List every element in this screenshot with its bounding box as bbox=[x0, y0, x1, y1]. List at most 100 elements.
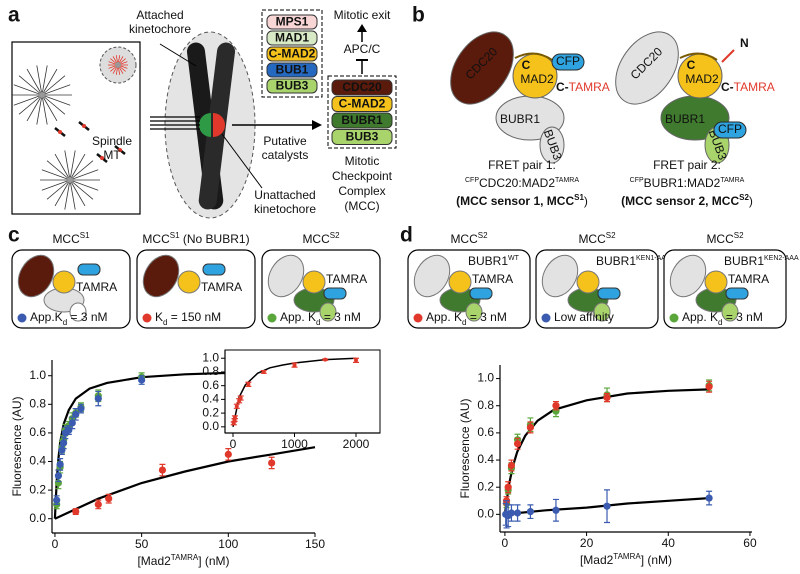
spindle bbox=[26, 94, 43, 122]
cdc20 bbox=[615, 31, 679, 105]
catalyst-pill bbox=[266, 78, 318, 94]
x-tick-label: 150 bbox=[305, 537, 325, 551]
mcc-pill bbox=[331, 129, 393, 145]
spindle bbox=[26, 68, 43, 96]
legend-dot bbox=[413, 313, 423, 323]
text-part: TAMRA bbox=[555, 177, 579, 184]
bubr1-label: BUBR1 bbox=[500, 112, 540, 126]
data-point bbox=[513, 509, 522, 517]
cfp bbox=[469, 287, 493, 300]
bub3 bbox=[721, 302, 739, 322]
data-point bbox=[234, 404, 239, 409]
spindle bbox=[18, 94, 43, 115]
x-tick-label: 20 bbox=[580, 536, 594, 550]
y-tick-label: 0.2 bbox=[477, 479, 494, 493]
cfp bbox=[725, 287, 749, 300]
text-part: d bbox=[163, 318, 167, 327]
y-tick-label: 1.0 bbox=[29, 368, 46, 382]
data-point bbox=[224, 450, 232, 458]
legend-dot bbox=[142, 313, 152, 323]
kinetochore-unattached bbox=[213, 113, 225, 137]
text-part: MCC bbox=[302, 232, 330, 246]
y-tick-label: 0.6 bbox=[477, 425, 494, 439]
c-tamra-label: C-TAMRA bbox=[556, 80, 610, 94]
y-tick-label: 0.8 bbox=[477, 398, 494, 412]
text-part: CFP bbox=[630, 177, 644, 184]
box-title: MCCS2 bbox=[706, 231, 744, 247]
text-part: S1 bbox=[80, 231, 90, 240]
text-part: = 3 nM bbox=[722, 310, 762, 324]
text-part: C- bbox=[721, 80, 734, 94]
cfp bbox=[713, 121, 747, 139]
data-point bbox=[526, 423, 535, 432]
text-part: BUBR1 bbox=[596, 254, 636, 268]
catalyst-box bbox=[261, 9, 323, 98]
data-point bbox=[323, 357, 328, 362]
cdc20 bbox=[267, 254, 305, 298]
cdc20 bbox=[669, 254, 707, 298]
data-point bbox=[268, 459, 276, 467]
y-tick-label: 0.4 bbox=[29, 454, 46, 468]
kinetochore-attached bbox=[199, 113, 211, 137]
box-caption: Low affinity bbox=[554, 310, 614, 324]
cfp-label: CFP bbox=[718, 122, 742, 136]
box-caption: App. Kd = 3 nM bbox=[426, 310, 507, 326]
cfp bbox=[202, 263, 226, 276]
mcc-label: Mitotic bbox=[345, 154, 380, 168]
spindle bbox=[64, 179, 71, 210]
mini-kinetochore bbox=[100, 156, 104, 160]
text-part: TAMRA bbox=[613, 552, 641, 561]
legend-dot bbox=[267, 313, 277, 323]
mini-kinetochore bbox=[58, 130, 62, 134]
spindle bbox=[69, 179, 86, 207]
cfp-label: CFP bbox=[556, 54, 580, 68]
data-point bbox=[54, 472, 63, 480]
mcc-label: (MCC) bbox=[344, 199, 379, 213]
x-tick-label: 2000 bbox=[343, 437, 370, 451]
cdc20 bbox=[17, 254, 55, 298]
panel-label: c bbox=[8, 224, 20, 247]
cfp bbox=[323, 287, 347, 300]
tamra-label: TAMRA bbox=[326, 272, 367, 286]
y-tick-label: 0.0 bbox=[202, 419, 219, 433]
variant-label: BUBR1KEN1-AAA bbox=[596, 254, 671, 268]
data-point bbox=[513, 440, 522, 448]
text-part: MCC bbox=[52, 232, 80, 246]
bubr1-label: BUBR1 bbox=[665, 112, 705, 126]
y-axis-label: Fluorescence (AU) bbox=[10, 396, 24, 496]
mcc-pill bbox=[331, 79, 393, 96]
text-part: ] (nM) bbox=[641, 553, 672, 567]
mad2-label: MAD2 bbox=[520, 72, 554, 86]
text-part: = 150 nM bbox=[167, 310, 221, 324]
catalyst-pill bbox=[266, 46, 318, 62]
text-part: App. K bbox=[280, 310, 316, 324]
panel-label: b bbox=[412, 4, 425, 27]
text-part: d bbox=[63, 318, 67, 327]
bub3 bbox=[593, 302, 611, 322]
panel-label: a bbox=[8, 4, 20, 27]
y-tick-label: 0.6 bbox=[29, 425, 46, 439]
text-part: [Mad2 bbox=[580, 553, 614, 567]
spindle-label: Spindle bbox=[92, 134, 132, 148]
text-part: MCC bbox=[142, 232, 170, 246]
c-label: C bbox=[522, 58, 531, 72]
y-tick-label: 1.0 bbox=[477, 371, 494, 385]
data-point bbox=[526, 508, 535, 516]
text-part: K bbox=[155, 310, 163, 324]
spindle bbox=[69, 169, 99, 181]
cdc20 bbox=[450, 31, 514, 105]
text-part: TAMRA bbox=[720, 177, 744, 184]
spindle bbox=[41, 169, 71, 181]
centrosome bbox=[67, 177, 73, 183]
unattached-label: Unattached bbox=[254, 188, 315, 202]
box-caption: App. Kd = 3 nM bbox=[682, 310, 763, 326]
catalyst-name: MPS1 bbox=[276, 15, 309, 29]
y-tick-label: 0.8 bbox=[29, 396, 46, 410]
y-tick-label: 0.6 bbox=[202, 378, 219, 392]
text-part: [Mad2 bbox=[137, 554, 171, 568]
spindle bbox=[46, 179, 71, 200]
text-part: S2 bbox=[739, 193, 749, 202]
text-part: BUBR1 bbox=[468, 254, 508, 268]
text-part: S2 bbox=[330, 231, 340, 240]
data-point bbox=[232, 415, 237, 420]
